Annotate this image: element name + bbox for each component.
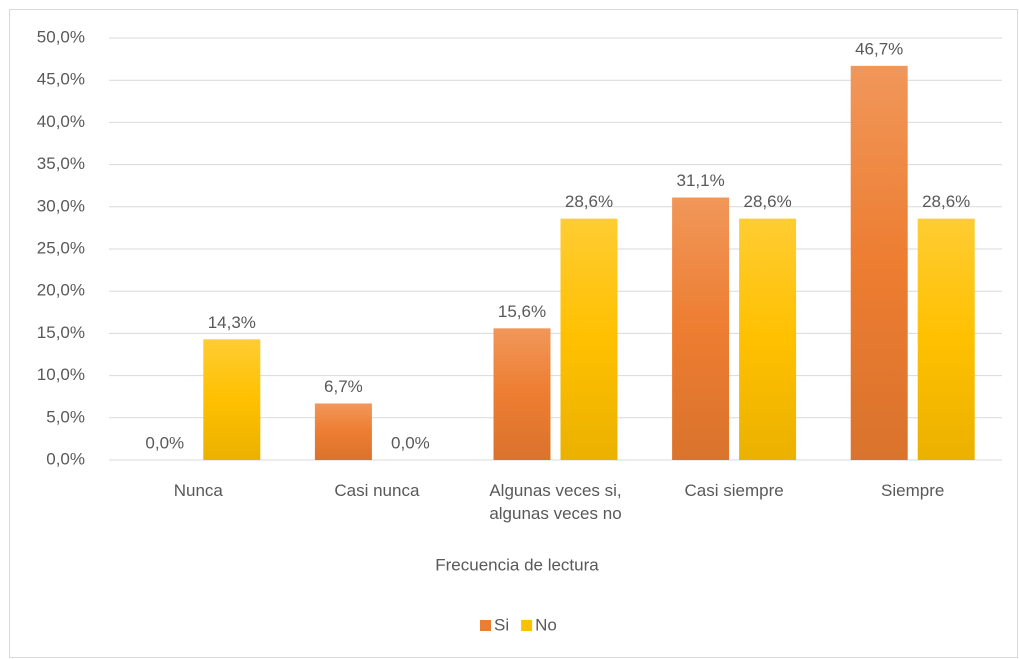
- bar: [917, 218, 975, 460]
- y-tick-label: 20,0%: [37, 281, 85, 300]
- y-tick-label: 25,0%: [37, 238, 85, 257]
- y-tick-label: 35,0%: [37, 154, 85, 173]
- bar: [314, 403, 372, 460]
- data-label: 28,6%: [743, 192, 791, 211]
- bar: [739, 218, 797, 460]
- data-label: 6,7%: [324, 377, 363, 396]
- y-tick-label: 40,0%: [37, 112, 85, 131]
- y-tick-label: 45,0%: [37, 70, 85, 89]
- data-label: 31,1%: [676, 171, 724, 190]
- bar: [850, 65, 908, 461]
- data-label: 0,0%: [145, 433, 184, 452]
- legend-swatch: [480, 620, 491, 631]
- bar: [672, 197, 730, 461]
- x-tick-label: Casi nunca: [334, 481, 420, 500]
- x-tick-label: Casi siempre: [684, 481, 784, 500]
- y-tick-label: 30,0%: [37, 196, 85, 215]
- bar: [493, 328, 551, 460]
- x-axis-title: Frecuencia de lectura: [435, 555, 599, 574]
- y-tick-label: 15,0%: [37, 323, 85, 342]
- data-label: 14,3%: [208, 313, 256, 332]
- y-tick-label: 50,0%: [37, 27, 85, 46]
- y-tick-label: 10,0%: [37, 365, 85, 384]
- bar: [560, 218, 618, 460]
- data-label: 0,0%: [391, 433, 430, 452]
- x-tick-label: Siempre: [881, 481, 945, 500]
- bar: [203, 339, 261, 460]
- y-tick-label: 5,0%: [46, 407, 85, 426]
- data-label: 28,6%: [565, 192, 613, 211]
- y-tick-label: 0,0%: [46, 449, 85, 468]
- data-label: 46,7%: [855, 39, 903, 58]
- x-tick-label: Nunca: [173, 481, 223, 500]
- legend-swatch: [521, 620, 533, 631]
- legend-label: Si: [494, 615, 509, 634]
- x-tick-label: Algunas veces si, algunas veces no: [489, 481, 622, 523]
- data-label: 15,6%: [498, 302, 546, 321]
- legend-label: No: [535, 615, 557, 634]
- data-label: 28,6%: [922, 192, 970, 211]
